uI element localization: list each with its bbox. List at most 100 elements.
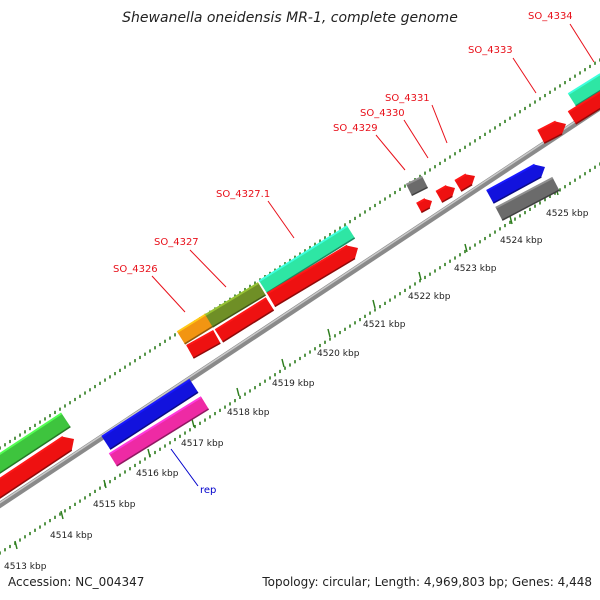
outer-track-dot (59, 407, 61, 411)
gene-highlight (486, 163, 536, 192)
inner-track-dot (379, 305, 381, 309)
inner-track-dot (569, 181, 571, 186)
inner-track-dot (94, 489, 96, 494)
inner-track-dot (279, 369, 281, 374)
inner-track-dot (249, 389, 251, 393)
gene-highlight (495, 176, 554, 209)
inner-track-dot (0, 551, 1, 555)
tick-label-4513: 4513 kbp (4, 562, 47, 572)
outer-track-dot (444, 158, 446, 162)
callout-line (189, 249, 227, 288)
inner-track-dot (294, 360, 296, 364)
inner-track-dot (314, 347, 316, 351)
gene-body (0, 413, 71, 473)
tick-label-4517: 4517 kbp (181, 439, 224, 449)
inner-track-dot (9, 544, 11, 549)
tick-label-4514: 4514 kbp (50, 531, 93, 541)
gene-body (495, 177, 560, 221)
outer-track-dot (569, 77, 571, 81)
outer-track-dot (539, 97, 541, 101)
gene-highlight (537, 120, 557, 132)
gene-body (186, 330, 221, 359)
gene-features (0, 73, 600, 499)
inner-track-dot (394, 295, 396, 299)
scale-tick (191, 418, 195, 428)
gene-label-rep[interactable]: rep (200, 485, 216, 496)
outer-track-dot (314, 242, 316, 246)
outer-track-dot (129, 362, 131, 366)
outer-track-dot (559, 84, 561, 88)
gene-highlight (214, 297, 267, 331)
gene-highlight (101, 378, 191, 438)
gene-shadow (109, 391, 199, 450)
inner-track-dot (439, 266, 441, 270)
gene-highlight (454, 173, 467, 182)
outer-track-dot (544, 93, 546, 98)
gene-highlight (266, 244, 348, 295)
gene-label-so-4334[interactable]: SO_4334 (528, 11, 573, 22)
tick-label-4523: 4523 kbp (454, 264, 497, 274)
outer-track-dot (389, 194, 391, 198)
inner-track-dot (559, 188, 561, 192)
outer-track-dot (439, 161, 441, 166)
gene-feature-so-4330 (435, 185, 455, 203)
outer-track-dot (394, 190, 396, 195)
outer-track-dot (339, 226, 341, 230)
gene-feature-so-4333 (537, 120, 566, 144)
gene-label-so-4331[interactable]: SO_4331 (385, 93, 430, 104)
outer-track-dot (534, 100, 536, 104)
inner-track-dot (109, 480, 111, 484)
scale-tick (103, 479, 107, 489)
scale-tick (372, 299, 376, 309)
outer-track-dot (519, 110, 521, 114)
outer-track-dot (494, 126, 496, 130)
inner-track-dot (59, 512, 61, 516)
inner-track-dot (504, 223, 506, 228)
inner-track-dot (19, 538, 21, 542)
inner-track-dot (119, 473, 121, 477)
label-callouts (151, 23, 595, 487)
scale-tick (147, 448, 151, 458)
inner-track-dot (374, 308, 376, 312)
gene-label-so-4327-1[interactable]: SO_4327.1 (216, 189, 270, 200)
gene-label-so-4329[interactable]: SO_4329 (333, 123, 378, 134)
outer-track-dot (379, 200, 381, 204)
callout-line (375, 134, 406, 171)
outer-track-dot (509, 116, 511, 120)
outer-track-dot (239, 291, 241, 295)
outer-track-dot (39, 420, 41, 424)
gene-feature-red-4328 (266, 244, 358, 308)
tick-label-4521: 4521 kbp (363, 320, 406, 330)
gene-label-so-4327[interactable]: SO_4327 (154, 237, 199, 248)
outer-track-dot (419, 174, 421, 178)
inner-track-dot (134, 463, 136, 468)
gene-body (177, 314, 214, 344)
gene-shadow (116, 408, 210, 467)
tick-label-4525: 4525 kbp (546, 209, 589, 219)
gene-body (215, 298, 274, 342)
outer-track-dot (564, 81, 566, 85)
outer-track-dot (74, 397, 76, 402)
gene-label-so-4330[interactable]: SO_4330 (360, 108, 405, 119)
backbone-highlight (0, 104, 600, 504)
inner-track-dot (399, 292, 401, 296)
gene-feature-green-outer (0, 412, 71, 474)
gene-shadow (212, 294, 267, 328)
gene-highlight (405, 175, 423, 186)
scale-tick (14, 540, 18, 550)
inner-track-dot (319, 343, 321, 348)
gene-highlight (435, 185, 447, 193)
gene-label-so-4333[interactable]: SO_4333 (468, 45, 513, 56)
gene-shadow (0, 426, 71, 474)
inner-track-dot (189, 428, 191, 432)
gene-shadow (411, 186, 429, 197)
inner-track-dot (309, 350, 311, 354)
callout-line (151, 275, 186, 313)
inner-track-dot (424, 275, 426, 280)
gene-label-so-4326[interactable]: SO_4326 (113, 264, 158, 275)
outer-track-dot (109, 375, 111, 379)
inner-track-dot (49, 518, 51, 523)
outer-track-dot (14, 436, 16, 440)
outer-track-dot (79, 394, 81, 398)
gene-feature-so-4329 (405, 175, 429, 197)
